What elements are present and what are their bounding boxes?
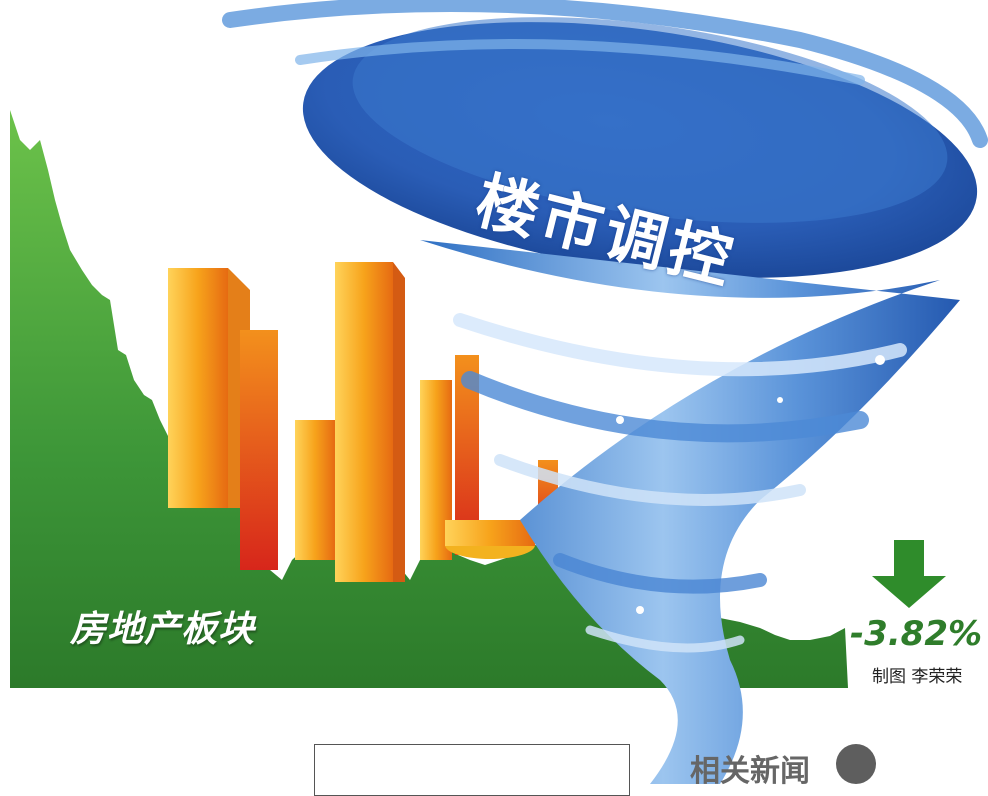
news-box xyxy=(314,744,630,796)
building xyxy=(240,330,278,570)
credit-text: 制图 李荣荣 xyxy=(872,667,963,687)
down-arrow-icon xyxy=(872,540,946,608)
sector-chart-area xyxy=(10,110,848,688)
sector-label: 房地产板块 xyxy=(70,609,256,650)
building xyxy=(335,262,393,582)
building xyxy=(445,520,535,546)
building xyxy=(393,262,405,582)
buildings xyxy=(168,262,558,582)
news-circle-icon xyxy=(836,744,876,784)
related-news-tag[interactable]: 相关新闻 xyxy=(690,754,810,789)
building xyxy=(168,268,228,508)
building xyxy=(295,420,335,560)
tornado-icon xyxy=(222,0,988,784)
change-value: -3.82% xyxy=(850,614,983,654)
